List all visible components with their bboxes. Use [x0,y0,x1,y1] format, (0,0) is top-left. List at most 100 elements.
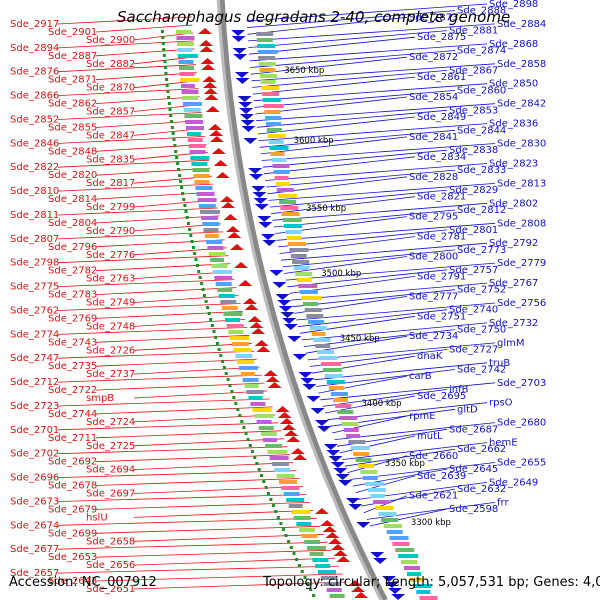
gc-skew-dot [186,222,190,225]
reverse-gene-label: Sde_2792 [489,238,538,249]
leader-line [133,486,304,494]
cog-category-block [281,212,300,216]
cog-category-block [296,522,312,526]
cog-category-block [324,374,343,378]
reverse-gene-label: Sde_2836 [489,119,538,130]
cog-category-block [279,200,297,204]
reverse-gene-label: Sde_2655 [497,458,546,469]
forward-gene-arrow [208,124,223,130]
gc-skew-dot [269,498,273,501]
gc-skew-dot [161,42,165,45]
forward-gene-label: Sde_2835 [86,154,135,165]
forward-gene-label: Sde_2651 [86,584,135,595]
cog-category-block [176,30,191,34]
cog-category-block [293,266,310,270]
cog-category-block [318,570,336,574]
genome-backbone-shadow [216,0,383,600]
reverse-gene-label: Sde_2791 [417,271,466,282]
reverse-gene-arrow [323,444,338,450]
reverse-gene-label: Sde_2828 [409,172,458,183]
forward-gene-label: Sde_2775 [10,282,59,293]
leader-line [254,90,456,108]
forward-gene-arrow [238,280,253,286]
forward-gene-arrow [351,586,365,592]
forward-gene-arrow [198,28,212,34]
cog-category-block [180,84,195,88]
cog-category-block [263,438,277,442]
cog-category-block [210,258,225,262]
leader-line [133,414,276,423]
cog-category-block [326,380,345,384]
cog-category-block [204,234,219,238]
cog-category-block [292,260,310,264]
leader-line [342,442,488,460]
cog-category-block [178,60,194,64]
reverse-gene-label: Sde_2639 [417,471,466,482]
cog-category-block [395,548,415,552]
cog-category-block [180,78,200,82]
cog-category-block [291,510,311,514]
forward-gene-arrow [201,64,216,70]
forward-gene-label: Sde_2699 [48,528,97,539]
forward-gene-arrow [263,370,278,376]
gc-skew-dot [173,144,177,147]
reverse-gene-label: hemE [489,438,518,449]
forward-gene-label: Sde_2790 [86,226,135,237]
forward-gene-arrow [249,322,264,328]
reverse-gene-label: Sde_2858 [497,59,546,70]
reverse-gene-arrow [258,222,273,228]
leader-line [95,430,282,439]
forward-gene-arrow [200,58,215,64]
cog-category-block [182,96,199,100]
reverse-gene-arrow [292,354,307,360]
forward-gene-arrow [284,430,299,436]
reverse-gene-arrow [370,552,385,558]
cog-category-block [233,348,252,352]
leader-line [248,30,448,48]
reverse-gene-label: Sde_2834 [417,152,466,163]
cog-category-block [179,72,195,76]
reverse-gene-label: Sde_2773 [457,245,506,256]
gc-skew-dot [195,264,199,267]
leader-line [257,116,416,135]
gc-skew-dot [219,354,223,357]
reverse-gene-label: Sde_2802 [489,198,538,209]
reverse-gene-arrow [317,426,332,432]
reverse-gene-arrow [275,294,290,300]
kbp-label: 3500 kbp [321,269,361,279]
leader-line [133,557,336,566]
reverse-gene-label: glmM [497,338,525,349]
reverse-gene-label: Sde_2777 [409,291,458,302]
leader-line [57,136,206,144]
cog-category-block [191,162,208,166]
forward-gene-label: hslU [86,512,108,523]
cog-category-block [339,416,358,420]
cog-category-block [196,192,215,196]
cog-category-block [309,326,327,330]
reverse-gene-arrow [241,126,256,132]
forward-gene-label: Sde_2763 [86,274,135,285]
reverse-gene-arrow [231,30,246,36]
leader-line [95,120,203,128]
forward-gene-label: Sde_2814 [48,194,97,205]
cog-category-block [194,180,210,184]
cog-category-block [262,98,281,102]
forward-gene-label: Sde_2796 [48,242,97,253]
forward-gene-arrow [322,526,337,532]
kbp-label: 3300 kbp [411,518,451,528]
gc-skew-dot [162,54,166,57]
cog-category-block [225,318,240,322]
forward-gene-arrow [203,88,218,94]
cog-category-block [271,158,287,162]
reverse-gene-arrow [335,474,350,480]
label-leader-lines [57,3,496,590]
leader-line [57,327,248,335]
reverse-gene-arrow [249,174,264,180]
cog-category-block [230,336,249,340]
gc-skew-dot [287,540,291,543]
reverse-gene-label: Sde_2829 [449,185,498,196]
leader-line [282,249,456,268]
forward-gene-arrow [256,346,271,352]
leader-line [133,366,260,375]
gc-skew-dot [207,312,211,315]
